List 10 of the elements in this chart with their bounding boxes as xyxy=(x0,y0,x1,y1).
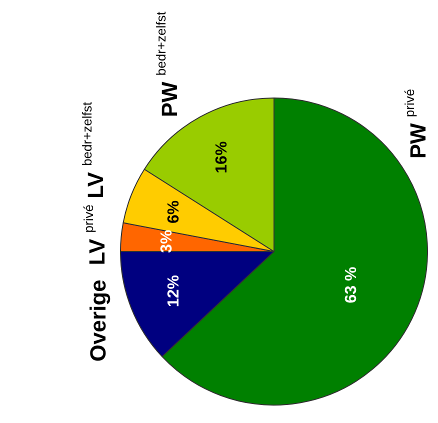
data-label: 3% xyxy=(158,230,176,253)
data-label: 6% xyxy=(166,200,182,224)
slice-label: Overige xyxy=(86,280,111,362)
slice-label: PW privé xyxy=(402,88,430,159)
data-label: 63 % xyxy=(342,266,360,304)
data-label: 12% xyxy=(166,275,182,308)
slice-label: PW bedr+zelfst xyxy=(154,11,182,118)
slice-label: LV bedr+zelfst xyxy=(80,102,108,199)
slice-label: LV privé xyxy=(81,204,110,266)
data-label: 16% xyxy=(214,141,231,174)
